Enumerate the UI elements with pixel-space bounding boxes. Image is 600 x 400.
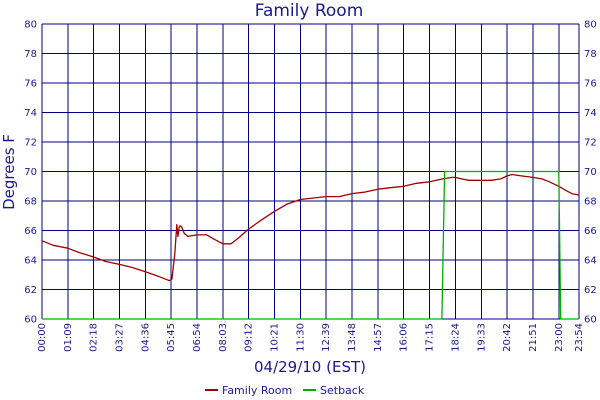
x-tick-label: 03:27: [115, 323, 126, 352]
y-tick-label-left: 74: [24, 108, 37, 119]
y-tick-label-left: 70: [24, 167, 37, 178]
x-tick-label: 17:15: [425, 323, 436, 352]
tick-layer: 60 60 62 62 64 64 66 66 68 68 70 70 72 72 74 74 76 76 78 78…: [24, 20, 596, 352]
x-tick-label: 01:09: [63, 323, 74, 352]
plot-layer: [41, 170, 580, 320]
x-tick-label: 19:33: [476, 323, 487, 352]
y-tick-label-left: 60: [24, 315, 37, 326]
grid-layer: [41, 23, 580, 320]
x-tick-label: 21:51: [528, 323, 539, 352]
y-tick-label-right: 62: [584, 285, 597, 296]
x-tick-label: 16:06: [399, 323, 410, 352]
x-tick-label: 08:03: [218, 323, 229, 352]
y-tick-label-left: 68: [24, 197, 37, 208]
y-tick-label-right: 72: [584, 138, 597, 149]
series-line-family-room: [41, 173, 580, 282]
x-tick-label: 13:48: [347, 323, 358, 352]
chart-title: Family Room: [255, 1, 364, 21]
x-tick-label: 12:39: [321, 323, 332, 352]
x-tick-label: 10:21: [270, 323, 281, 352]
x-tick-label: 18:24: [450, 323, 461, 352]
x-tick-label: 14:57: [373, 323, 384, 352]
x-tick-label: 02:18: [89, 323, 100, 352]
y-tick-label-right: 76: [584, 79, 597, 90]
y-tick-label-right: 74: [584, 108, 597, 119]
y-tick-label-right: 68: [584, 197, 597, 208]
legend-label: Setback: [320, 384, 365, 397]
x-tick-label: 06:54: [192, 323, 203, 352]
x-tick-label: 23:54: [574, 323, 585, 352]
y-axis-label: Degrees F: [0, 134, 18, 210]
x-tick-label: 20:42: [502, 323, 513, 352]
x-tick-label: 09:12: [244, 323, 255, 352]
x-tick-label: 00:00: [37, 323, 48, 352]
x-tick-label: 23:00: [554, 323, 565, 352]
y-tick-label-right: 70: [584, 167, 597, 178]
y-tick-label-right: 66: [584, 226, 597, 237]
x-tick-label: 04:36: [140, 323, 151, 352]
x-tick-label: 05:45: [166, 323, 177, 352]
y-tick-label-left: 76: [24, 79, 37, 90]
y-tick-label-right: 78: [584, 49, 597, 60]
y-tick-label-left: 80: [24, 20, 37, 31]
x-axis-label: 04/29/10 (EST): [254, 358, 366, 376]
y-tick-label-left: 72: [24, 138, 37, 149]
legend: Family Room Setback: [205, 384, 365, 397]
y-tick-label-right: 80: [584, 20, 597, 31]
y-tick-label-left: 64: [24, 256, 37, 267]
y-tick-label-left: 66: [24, 226, 37, 237]
legend-label: Family Room: [222, 384, 292, 397]
y-tick-label-left: 78: [24, 49, 37, 60]
y-tick-label-left: 62: [24, 285, 37, 296]
x-tick-label: 11:30: [295, 323, 306, 352]
y-tick-label-right: 60: [584, 315, 597, 326]
series-line-setback: [42, 170, 579, 320]
y-tick-label-right: 64: [584, 256, 597, 267]
